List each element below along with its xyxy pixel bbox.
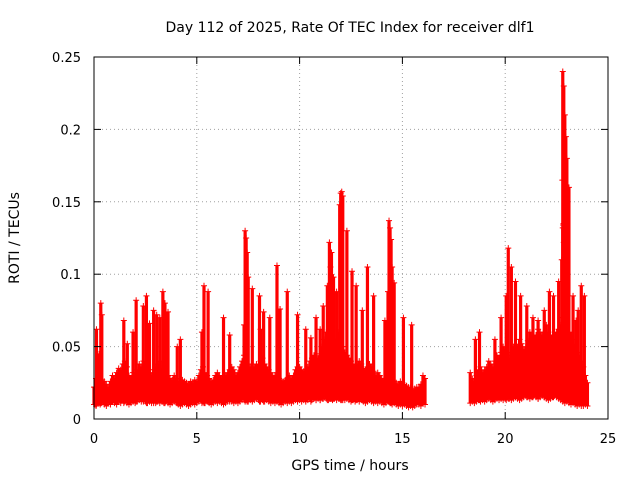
y-tick-label: 0.1	[60, 268, 81, 283]
y-axis-label: ROTI / TECUs	[7, 192, 23, 284]
x-tick-label: 20	[497, 432, 514, 447]
y-tick-label: 0	[73, 413, 81, 428]
x-tick-label: 15	[394, 432, 411, 447]
x-tick-label: 10	[291, 432, 308, 447]
chart-title: Day 112 of 2025, Rate Of TEC Index for r…	[166, 20, 535, 36]
x-axis-label: GPS time / hours	[291, 458, 408, 474]
x-tick-label: 25	[600, 432, 617, 447]
x-tick-label: 0	[90, 432, 98, 447]
data-points	[91, 68, 590, 410]
y-tick-label: 0.15	[52, 196, 81, 211]
x-tick-label: 5	[193, 432, 201, 447]
y-tick-label: 0.05	[52, 341, 81, 356]
y-tick-label: 0.2	[60, 123, 81, 138]
y-tick-label: 0.25	[52, 51, 81, 66]
